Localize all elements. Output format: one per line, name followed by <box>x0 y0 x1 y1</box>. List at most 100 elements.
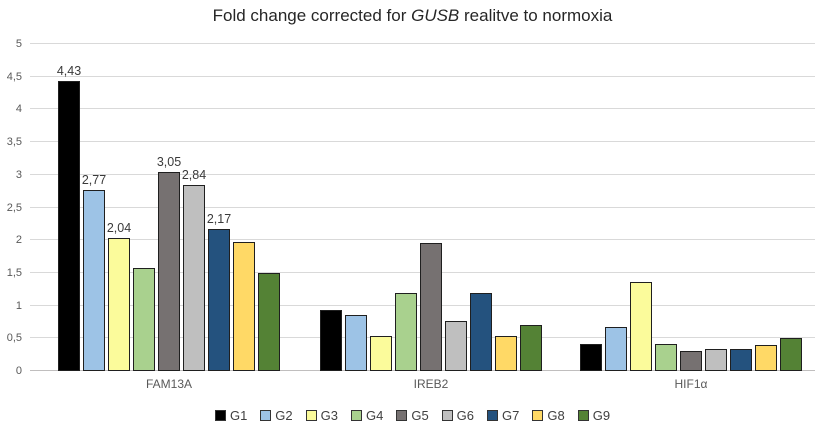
bar-slot <box>580 44 602 371</box>
bar-slot: 3,05 <box>156 44 182 371</box>
legend-swatch-icon <box>260 410 272 421</box>
chart-title-gene: GUSB <box>411 6 460 25</box>
bar-slot: 2,77 <box>81 44 107 371</box>
gridline <box>30 75 815 77</box>
chart-title-suffix: realitve to normoxia <box>459 6 613 25</box>
bar-slot <box>780 44 802 371</box>
legend-swatch-icon <box>487 410 499 421</box>
gridline <box>30 108 815 110</box>
legend-item-G4: G4 <box>350 408 384 423</box>
bar-slot <box>445 44 467 371</box>
bar-slot <box>470 44 492 371</box>
bar-group-IREB2 <box>320 44 542 371</box>
legend-swatch-icon <box>350 410 362 421</box>
y-axis-tick-label: 0,5 <box>6 332 22 345</box>
bar-G8-HIF1α <box>755 344 777 371</box>
legend-item-G8: G8 <box>532 408 565 423</box>
bar-slot: 2,84 <box>182 44 206 371</box>
bar-slot: 2,04 <box>106 44 132 371</box>
y-axis-tick-label: 3,5 <box>6 136 22 149</box>
bar-G6-IREB2 <box>445 320 467 371</box>
bar-slot <box>630 44 652 371</box>
bar-slot <box>755 44 777 371</box>
gridline <box>30 239 815 241</box>
legend-swatch-icon <box>214 410 226 421</box>
bar-G6-FAM13A <box>183 185 205 371</box>
y-axis-tick-label: 2,5 <box>6 201 22 214</box>
bar-group-FAM13A: 4,43 2,77 2,04 3,05 2,84 2,17 <box>56 44 280 371</box>
gridline <box>30 141 815 143</box>
bar-slot: 4,43 <box>56 44 82 371</box>
gridline <box>30 43 815 44</box>
category-label-FAM13A: FAM13A <box>145 377 193 391</box>
bar-data-label: 2,04 <box>106 220 132 235</box>
chart-title: Fold change corrected for GUSB realitve … <box>0 6 825 26</box>
legend-swatch-icon <box>577 410 589 421</box>
legend-swatch-icon <box>532 410 544 421</box>
gridline <box>30 206 815 208</box>
category-label-IREB2: IREB2 <box>413 377 449 391</box>
legend-label: G9 <box>592 408 611 423</box>
bar-slot <box>655 44 677 371</box>
bar-G4-HIF1α <box>655 344 677 371</box>
bar-G5-IREB2 <box>420 242 442 371</box>
bar-slot <box>520 44 542 371</box>
y-axis-tick-label: 4 <box>15 103 22 116</box>
bar-G9-IREB2 <box>520 325 542 371</box>
bar-data-label: 3,05 <box>156 154 182 169</box>
bar-slot <box>320 44 342 371</box>
bar-G3-FAM13A <box>108 237 130 371</box>
bar-G1-IREB2 <box>320 310 342 371</box>
legend-item-G5: G5 <box>396 408 429 423</box>
bar-slot <box>370 44 392 371</box>
legend-label: G2 <box>275 408 293 423</box>
bar-slot <box>233 44 255 371</box>
bar-G2-IREB2 <box>345 315 367 371</box>
y-axis-tick-label: 2 <box>15 234 22 247</box>
bar-G5-FAM13A <box>158 171 180 371</box>
bar-data-label: 4,43 <box>56 64 82 79</box>
legend-label: G8 <box>547 408 565 423</box>
legend-label: G3 <box>320 408 338 423</box>
legend-label: G4 <box>365 408 384 423</box>
bar-slot <box>680 44 702 371</box>
y-axis-tick-label: 3 <box>15 168 22 181</box>
bar-G5-HIF1α <box>680 351 702 371</box>
bar-G7-FAM13A <box>208 229 230 371</box>
bar-G2-HIF1α <box>605 327 627 371</box>
gridline <box>30 173 815 175</box>
y-axis-tick-label: 5 <box>15 38 22 50</box>
y-axis-tick-label: 0 <box>15 365 22 377</box>
bar-slot: 2,17 <box>207 44 231 371</box>
bar-G4-IREB2 <box>395 292 417 371</box>
bar-data-label: 2,77 <box>81 172 107 187</box>
bar-G1-FAM13A <box>58 81 80 371</box>
plot-area: 4,43 2,77 2,04 3,05 2,84 2,17 <box>30 43 815 371</box>
category-label-HIF1α: HIF1α <box>674 377 708 391</box>
bar-slot <box>705 44 727 371</box>
bar-slot <box>730 44 752 371</box>
chart-title-prefix: Fold change corrected for <box>212 6 412 25</box>
bar-G4-FAM13A <box>133 268 155 371</box>
bar-slot <box>395 44 417 371</box>
bar-G8-IREB2 <box>495 336 517 371</box>
bar-G7-HIF1α <box>730 348 752 371</box>
bar-group-HIF1α <box>580 44 802 371</box>
bar-slot <box>420 44 442 371</box>
bar-G8-FAM13A <box>233 241 255 371</box>
legend-item-G1: G1 <box>214 408 248 423</box>
bar-slot <box>345 44 367 371</box>
legend-item-G9: G9 <box>577 408 611 423</box>
bar-G6-HIF1α <box>705 348 727 371</box>
legend-item-G2: G2 <box>260 408 293 423</box>
legend-swatch-icon <box>441 410 453 421</box>
bar-G7-IREB2 <box>470 292 492 371</box>
bar-slot <box>133 44 155 371</box>
bar-G3-IREB2 <box>370 336 392 371</box>
legend-label: G1 <box>229 408 248 423</box>
bar-slot <box>495 44 517 371</box>
legend: G1 G2 G3 G4 G5 G6 G7 G8 G9 <box>0 408 825 423</box>
legend-item-G7: G7 <box>487 408 519 423</box>
y-axis-tick-label: 1,5 <box>6 266 22 279</box>
